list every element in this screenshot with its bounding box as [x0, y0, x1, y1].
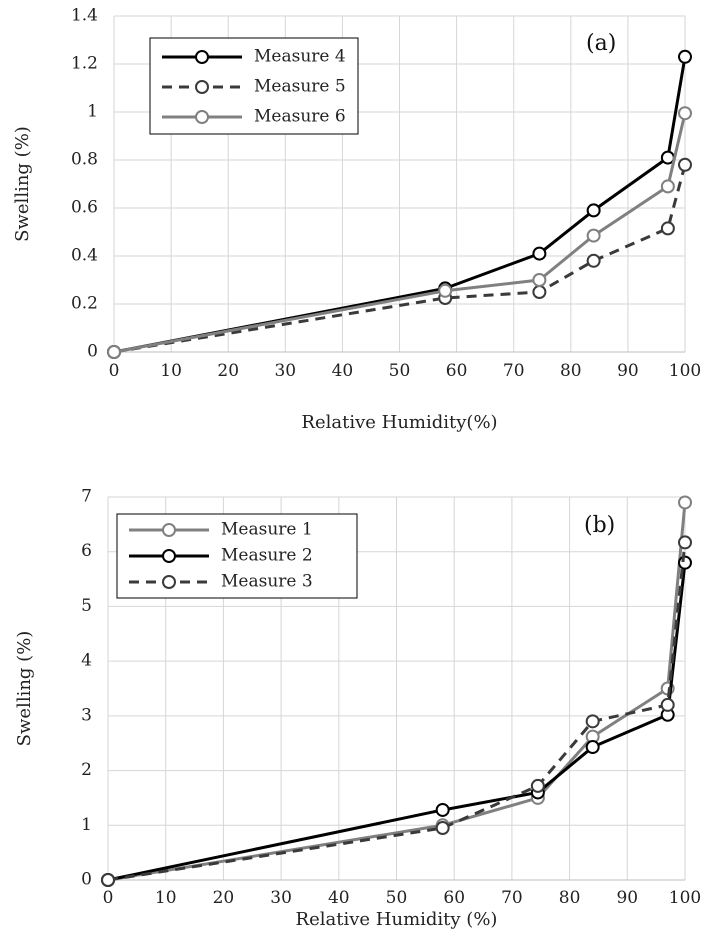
- legend-label: Measure 4: [254, 47, 346, 67]
- data-point: [678, 555, 692, 570]
- data-point: [532, 285, 547, 299]
- x-tick-label: 30: [274, 361, 296, 381]
- y-tick-label: 0.2: [71, 294, 98, 314]
- data-point: [660, 179, 675, 194]
- legend-label: Measure 1: [221, 520, 313, 540]
- x-tick-label: 100: [669, 888, 701, 908]
- y-tick-label: 1.4: [71, 6, 98, 26]
- y-tick-label: 0: [81, 870, 92, 890]
- legend-marker: [162, 523, 176, 537]
- data-point: [660, 697, 675, 712]
- data-point: [585, 740, 600, 755]
- legend-label: Measure 3: [221, 572, 313, 592]
- x-tick-label: 40: [332, 361, 354, 381]
- x-axis-label: Relative Humidity (%): [296, 909, 498, 930]
- series-line: [113, 112, 687, 354]
- x-tick-label: 0: [103, 888, 114, 908]
- x-tick-label: 50: [389, 361, 411, 381]
- y-tick-label: 6: [81, 541, 92, 561]
- legend-marker: [195, 80, 209, 94]
- x-tick-label: 20: [217, 361, 239, 381]
- panel-label: (a): [586, 31, 616, 56]
- legend-marker: [162, 549, 176, 563]
- x-tick-label: 70: [501, 888, 523, 908]
- x-tick-label: 80: [560, 361, 582, 381]
- data-point: [107, 345, 121, 359]
- data-point: [530, 778, 545, 793]
- chart-a: 0 10 20 30 40 50 60 70 80 90 100 0 0.2 0.4 0.6 0.8 1 1.2 1…: [12, 6, 701, 434]
- y-tick-label: 3: [81, 705, 92, 725]
- legend-item: Measure 1: [129, 520, 313, 540]
- legend-marker: [195, 110, 209, 124]
- x-tick-label: 70: [503, 361, 525, 381]
- panel-label: (b): [584, 513, 615, 538]
- x-tick-label: 50: [386, 888, 408, 908]
- legend: Measure 4 Measure 5 Measure 6: [149, 37, 359, 135]
- data-point: [532, 273, 547, 287]
- y-tick-label: 0: [87, 342, 98, 362]
- series-line: [107, 502, 687, 882]
- y-axis-label: Swelling (%): [12, 126, 33, 242]
- data-point: [660, 221, 675, 236]
- y-tick-label: 5: [81, 596, 92, 616]
- y-tick-label: 1: [81, 815, 92, 835]
- series-measure-6: [107, 106, 692, 359]
- y-tick-label: 0.6: [71, 198, 98, 218]
- x-tick-label: 40: [328, 888, 350, 908]
- x-tick-label: 30: [270, 888, 292, 908]
- data-point: [435, 821, 450, 836]
- x-tick-label: 80: [559, 888, 581, 908]
- x-tick-label: 10: [160, 361, 182, 381]
- legend-item: Measure 2: [129, 546, 313, 566]
- data-point: [532, 246, 547, 261]
- x-tick-label: 20: [213, 888, 235, 908]
- y-tick-label: 7: [81, 487, 92, 507]
- data-point: [438, 283, 453, 298]
- x-tick-label: 90: [617, 361, 639, 381]
- series-measure-3: [101, 535, 692, 887]
- legend-label: Measure 6: [254, 107, 346, 127]
- legend-marker: [195, 50, 209, 64]
- y-tick-label: 0.8: [71, 150, 98, 170]
- legend-marker: [162, 575, 176, 589]
- data-point: [678, 535, 692, 550]
- legend-item: Measure 6: [162, 107, 346, 127]
- data-point: [678, 495, 692, 510]
- data-point: [586, 253, 601, 268]
- x-tick-label: 60: [446, 361, 468, 381]
- x-tick-label: 90: [616, 888, 638, 908]
- y-tick-label: 0.4: [71, 246, 98, 266]
- data-point: [678, 49, 692, 64]
- series-line: [113, 56, 687, 354]
- x-axis-label: Relative Humidity(%): [301, 412, 497, 433]
- legend-item: Measure 5: [162, 77, 346, 97]
- y-tick-label: 1.2: [71, 54, 98, 74]
- data-point: [678, 106, 692, 121]
- data-point: [586, 203, 601, 218]
- x-tick-label: 0: [109, 361, 120, 381]
- series-line: [107, 542, 687, 882]
- data-point: [435, 802, 450, 817]
- y-tick-label: 4: [81, 651, 92, 671]
- data-point: [660, 150, 675, 165]
- series-line: [113, 164, 687, 354]
- x-tick-label: 10: [155, 888, 177, 908]
- data-point: [586, 228, 601, 243]
- x-tick-label: 100: [669, 361, 701, 381]
- legend-label: Measure 5: [254, 77, 346, 97]
- data-point: [585, 714, 600, 729]
- legend-item: Measure 3: [129, 572, 313, 592]
- chart-b: 0 10 20 30 40 50 60 70 80 90 100 0 1 2 3 4 5 6 7 Relative H…: [14, 487, 701, 931]
- y-tick-label: 1: [87, 102, 98, 122]
- legend: Measure 1 Measure 2 Measure 3: [116, 513, 358, 599]
- y-tick-label: 2: [81, 760, 92, 780]
- legend-label: Measure 2: [221, 546, 313, 566]
- legend-item: Measure 4: [162, 47, 346, 67]
- x-tick-label: 60: [443, 888, 465, 908]
- y-axis-label: Swelling (%): [14, 631, 35, 747]
- legend-box: [116, 513, 358, 599]
- data-point: [101, 873, 115, 887]
- data-point: [678, 157, 692, 172]
